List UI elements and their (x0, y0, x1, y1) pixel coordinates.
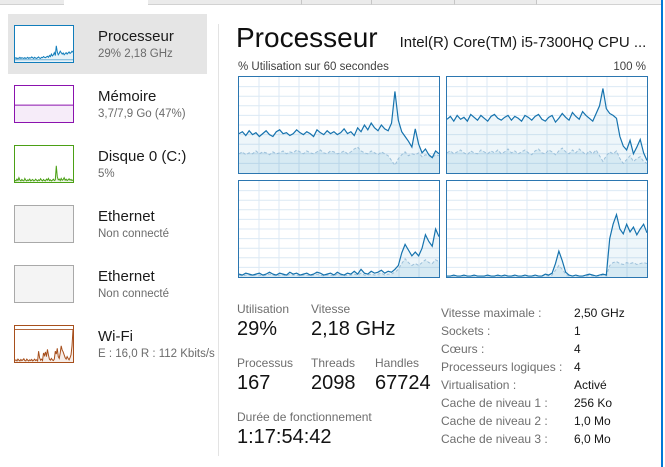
spec-row: Processeurs logiques :4 (441, 360, 581, 374)
sidebar-item-subtitle: E : 16,0 R : 112 Kbits/s (98, 347, 215, 360)
spec-row: Vitesse maximale :2,50 GHz (441, 306, 625, 320)
tab-segment-3[interactable] (302, 0, 372, 5)
threads-value: 2098 (311, 372, 356, 394)
tab-segment-4[interactable] (372, 0, 455, 5)
spec-row: Cache de niveau 2 :1,0 Mo (441, 414, 611, 428)
cpu-usage-chart-3[interactable] (238, 180, 440, 278)
threads-label: Threads (311, 356, 356, 370)
sidebar-item-subtitle: 5% (98, 167, 115, 180)
uptime-value: 1:17:54:42 (237, 426, 332, 448)
spec-row: Cache de niveau 3 :6,0 Mo (441, 432, 611, 446)
tab-bar-bottom-edge (0, 0, 661, 5)
sidebar-item-title: Mémoire (98, 87, 157, 105)
handles-value: 67724 (375, 372, 431, 394)
sidebar-item-subtitle: 29% 2,18 GHz (98, 47, 173, 60)
cpu-model-name: Intel(R) Core(TM) i5-7300HQ CPU ... (399, 34, 647, 51)
sidebar-item-wifi[interactable]: Wi-Fi E : 16,0 R : 112 Kbits/s (8, 314, 215, 374)
spec-row: Cache de niveau 1 :256 Ko (441, 396, 613, 410)
sidebar-item-title: Ethernet (98, 267, 155, 285)
spec-row: Cœurs :4 (441, 342, 581, 356)
sidebar-item-subtitle: Non connecté (98, 287, 169, 300)
sidebar-item-memory[interactable]: Mémoire 3,7/7,9 Go (47%) (8, 74, 207, 134)
vitesse-label: Vitesse (311, 302, 351, 316)
sidebar-item-ethernet-1[interactable]: Ethernet Non connecté (8, 194, 207, 254)
sidebar-item-ethernet-2[interactable]: Ethernet Non connecté (8, 254, 207, 314)
tab-segment-1[interactable] (0, 0, 64, 5)
ethernet-mini-graph (14, 205, 74, 243)
cpu-usage-chart-2[interactable] (446, 76, 648, 174)
logical-processors-chart-grid (238, 76, 648, 278)
utilisation-label: Utilisation (237, 302, 290, 316)
cpu-live-stats: Utilisation Vitesse 29% 2,18 GHz Process… (237, 300, 437, 462)
sidebar-item-title: Processeur (98, 27, 174, 45)
sidebar-item-title: Ethernet (98, 207, 155, 225)
wifi-mini-graph (14, 325, 74, 363)
cpu-detail-pane: Processeur Intel(R) Core(TM) i5-7300HQ C… (236, 0, 648, 467)
uptime-label: Durée de fonctionnement (237, 410, 372, 424)
memory-mini-graph (14, 85, 74, 123)
utilisation-value: 29% (237, 318, 278, 340)
processus-value: 167 (237, 372, 271, 394)
tab-segment-2[interactable] (148, 0, 302, 5)
sidebar-item-subtitle: Non connecté (98, 227, 169, 240)
cpu-spec-list: Vitesse maximale :2,50 GHz Sockets :1 Cœ… (441, 304, 648, 448)
window-right-border (661, 0, 663, 467)
cpu-usage-chart-1[interactable] (238, 76, 440, 174)
cpu-mini-graph (14, 25, 74, 63)
sidebar-item-title: Wi-Fi (98, 327, 133, 345)
ethernet-mini-graph (14, 265, 74, 303)
cpu-usage-chart-4[interactable] (446, 180, 648, 278)
processus-label: Processus (237, 356, 294, 370)
spec-row: Virtualisation : Activé (441, 378, 607, 392)
tab-bar-empty-area (537, 0, 661, 5)
sidebar-item-subtitle: 3,7/7,9 Go (47%) (98, 107, 186, 120)
performance-sidebar: Processeur 29% 2,18 GHz Mémoire 3,7/7,9 … (8, 14, 215, 374)
sidebar-divider (218, 24, 219, 456)
chart-axis-caption: % Utilisation sur 60 secondes (238, 61, 389, 73)
disk-mini-graph (14, 145, 74, 183)
sidebar-item-cpu[interactable]: Processeur 29% 2,18 GHz (8, 14, 207, 74)
tab-segment-5[interactable] (455, 0, 537, 5)
sidebar-item-disk0[interactable]: Disque 0 (C:) 5% (8, 134, 207, 194)
vitesse-value: 2,18 GHz (311, 318, 396, 340)
page-title: Processeur (236, 22, 378, 53)
spec-row: Sockets :1 (441, 324, 581, 338)
sidebar-item-title: Disque 0 (C:) (98, 147, 187, 165)
chart-max-scale-label: 100 % (613, 61, 646, 73)
handles-label: Handles (375, 356, 420, 370)
